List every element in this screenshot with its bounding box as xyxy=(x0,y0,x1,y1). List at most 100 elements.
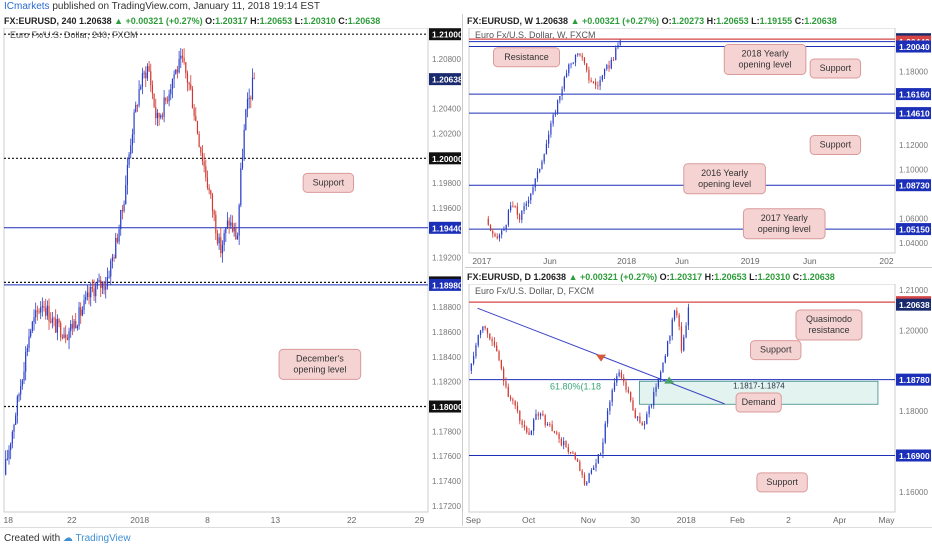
candle-body xyxy=(85,296,87,301)
candle-body xyxy=(595,463,597,468)
candle-body xyxy=(664,355,666,363)
time-tick-label: 2018 xyxy=(130,515,149,525)
price-tick-label: 1.20040 xyxy=(899,42,930,52)
candle-body xyxy=(544,415,546,426)
publish-header: ICmarkets published on TradingView.com, … xyxy=(0,0,932,14)
candle-body xyxy=(186,72,189,83)
candle-body xyxy=(116,237,119,242)
candle-body xyxy=(20,385,22,395)
candle-body xyxy=(218,237,220,244)
candle-body xyxy=(636,416,639,418)
candle-body xyxy=(616,376,618,383)
time-tick-label: 202 xyxy=(879,256,893,266)
candle-body xyxy=(31,321,33,331)
callout-box xyxy=(809,135,862,155)
candle-body xyxy=(115,237,117,259)
chart-weekly[interactable]: Euro Fx/U.S. Dollar, W, FXCM1.206381.204… xyxy=(465,28,932,267)
candle-body xyxy=(623,377,625,382)
price-tick-label: 1.05150 xyxy=(899,225,930,235)
time-tick-label: 2018 xyxy=(677,515,696,525)
candle-body xyxy=(5,459,7,475)
candle-body xyxy=(180,55,182,59)
annotation-callout[interactable]: Support xyxy=(756,472,808,493)
candle-body xyxy=(183,57,185,63)
time-tick-label: Nov xyxy=(581,515,597,525)
candle-body xyxy=(128,154,130,166)
chart-panel-daily[interactable]: FX:EURUSD, D 1.20638 ▲ +0.00321 (+0.27%)… xyxy=(465,270,932,526)
candle-body xyxy=(233,228,235,232)
arrow-up-icon xyxy=(664,376,675,384)
candle-body xyxy=(489,224,492,232)
callout-text: Quasimodo xyxy=(806,314,852,324)
candle-body xyxy=(16,396,18,416)
candle-body xyxy=(146,66,149,79)
candle-body xyxy=(601,75,603,81)
candle-body xyxy=(145,72,147,79)
candle-body xyxy=(81,309,83,316)
instrument-title: Euro Fx/U.S. Dollar, D, FXCM xyxy=(475,286,594,296)
candle-body xyxy=(198,133,200,147)
callout-text: opening level xyxy=(739,60,792,70)
candle-body xyxy=(475,345,477,357)
candle-body xyxy=(26,348,28,352)
candle-body xyxy=(565,441,567,448)
candle-body xyxy=(71,324,73,329)
candle-body xyxy=(602,442,604,454)
price-axis-tag xyxy=(429,400,461,413)
candle-body xyxy=(58,319,60,323)
price-tick-label: 1.08730 xyxy=(899,181,930,191)
price-tick-label: 1.20800 xyxy=(432,55,461,64)
candle-body xyxy=(503,368,505,382)
publisher-link[interactable]: ICmarkets xyxy=(4,1,50,12)
annotation-callout[interactable]: Support xyxy=(809,135,862,155)
price-axis-tag xyxy=(896,88,931,101)
tradingview-link[interactable]: TradingView xyxy=(75,533,131,544)
annotation-callout[interactable]: Demand xyxy=(735,392,782,413)
candle-body xyxy=(201,152,204,162)
candle-body xyxy=(484,326,486,329)
price-tick-label: 1.21000 xyxy=(432,30,462,40)
candle-body xyxy=(161,115,164,117)
candle-body xyxy=(158,112,160,118)
annotation-callout[interactable]: Support xyxy=(809,58,862,79)
candle-body xyxy=(549,424,551,426)
candle-body xyxy=(678,315,680,327)
candle-body xyxy=(619,40,621,45)
chart-panel-weekly[interactable]: FX:EURUSD, W 1.20638 ▲ +0.00321 (+0.27%)… xyxy=(465,14,932,268)
callout-text: December's xyxy=(296,353,344,363)
candle-body xyxy=(470,363,472,371)
candle-body xyxy=(501,230,503,235)
candle-body xyxy=(73,321,75,329)
candle-body xyxy=(492,231,494,234)
candle-body xyxy=(581,55,583,58)
price-tick-label: 1.12000 xyxy=(899,141,928,150)
candle-body xyxy=(135,105,137,113)
candle-body xyxy=(533,419,535,431)
candle-body xyxy=(563,441,565,446)
candle-body xyxy=(537,413,539,416)
candle-body xyxy=(477,335,479,346)
candle-body xyxy=(548,134,550,144)
candle-body xyxy=(133,112,135,135)
price-tick-label: 1.16160 xyxy=(899,90,930,100)
annotation-callout[interactable]: Resistance xyxy=(493,47,561,68)
callout-box xyxy=(742,208,826,240)
annotation-callout[interactable]: Support xyxy=(750,340,802,361)
chart-panel-h4[interactable]: FX:EURUSD, 240 1.20638 ▲ +0.00321 (+0.27… xyxy=(0,14,463,526)
price-tick-label: 1.19440 xyxy=(432,223,462,233)
candle-body xyxy=(46,305,48,316)
time-tick-label: 13 xyxy=(271,515,281,525)
annotation-callout[interactable]: Support xyxy=(302,172,355,193)
price-axis-tag xyxy=(429,278,461,291)
candle-body xyxy=(634,410,636,418)
candle-body xyxy=(113,257,115,259)
chart-h4[interactable]: Euro Fx/U.S. Dollar, 240, FXCM 1.21000 1.2… xyxy=(0,28,462,526)
chart-daily[interactable]: Euro Fx/U.S. Dollar, D, FXCM 1.1817-1.187… xyxy=(465,284,932,526)
candle-body xyxy=(597,85,599,87)
candle-body xyxy=(175,69,177,75)
